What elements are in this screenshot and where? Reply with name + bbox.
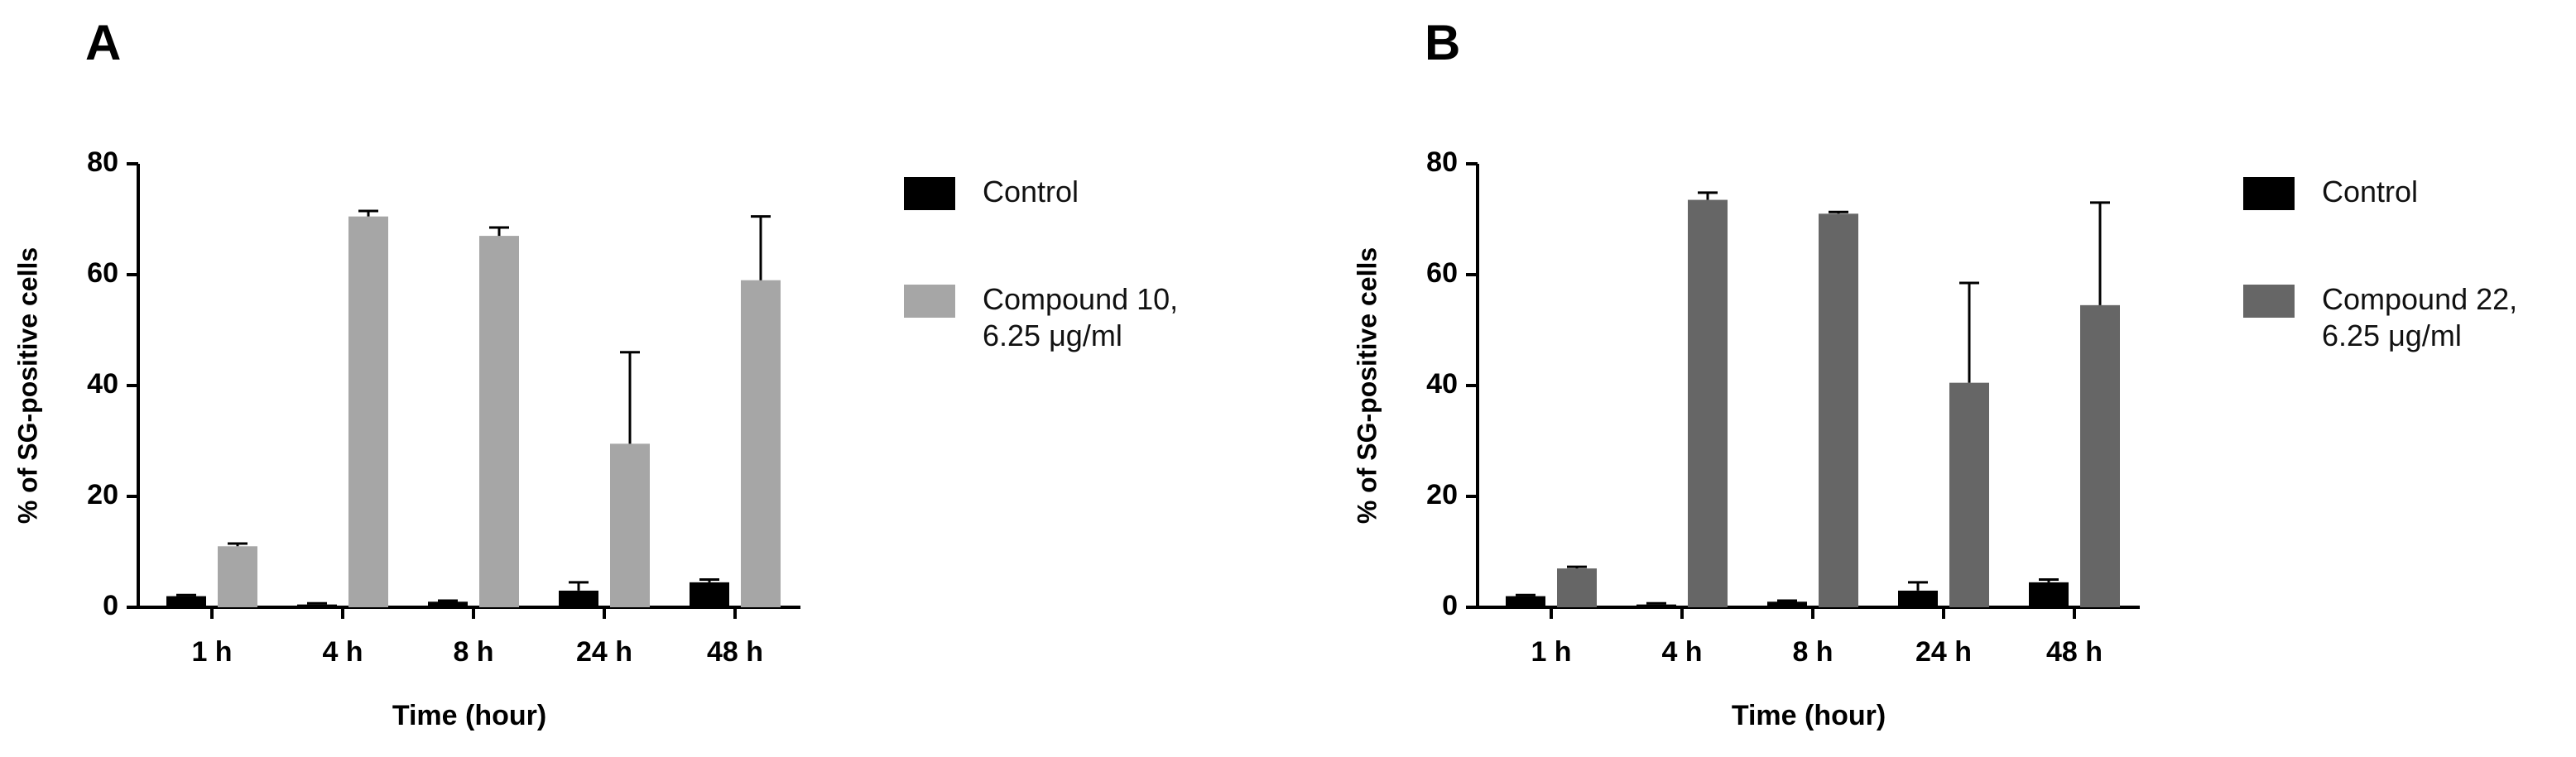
y-tick-label: 20: [1426, 479, 1458, 510]
panel-label: A: [85, 15, 121, 70]
error-bar: [699, 578, 719, 582]
x-tick-label: 8 h: [453, 636, 493, 668]
legend-swatch: [2243, 177, 2295, 210]
error-bar: [1829, 210, 1848, 214]
bar: [479, 236, 519, 607]
y-tick-label: 60: [1426, 257, 1458, 289]
error-bar: [1567, 565, 1587, 569]
legend-label: Control: [983, 175, 1079, 208]
bar: [1636, 604, 1676, 607]
x-tick-label: 1 h: [1531, 636, 1571, 668]
y-tick-label: 0: [103, 590, 118, 621]
y-tick-label: 40: [87, 368, 118, 400]
bar: [559, 590, 598, 607]
bar: [2080, 304, 2120, 607]
x-tick-label: 4 h: [1661, 636, 1702, 668]
bar: [166, 596, 206, 607]
bar: [1557, 568, 1597, 607]
y-tick-label: 0: [1442, 590, 1458, 621]
x-tick-label: 1 h: [191, 636, 232, 668]
bar: [1767, 601, 1807, 607]
y-tick-label: 60: [87, 257, 118, 289]
y-axis-title: % of SG-positive cells: [1352, 247, 1382, 524]
bar: [348, 216, 388, 607]
bar: [297, 604, 337, 607]
bar: [1506, 596, 1545, 607]
error-bar: [1959, 281, 1979, 383]
error-bar: [228, 542, 248, 547]
x-tick-label: 24 h: [576, 636, 632, 668]
legend-swatch: [904, 285, 955, 318]
y-tick-label: 40: [1426, 368, 1458, 400]
error-bar: [358, 209, 378, 217]
error-bar: [489, 226, 509, 237]
x-axis-title: Time (hour): [392, 700, 546, 731]
x-tick-label: 8 h: [1792, 636, 1833, 668]
bar: [2029, 582, 2069, 607]
bar: [690, 582, 729, 607]
legend-swatch: [2243, 285, 2295, 318]
legend-swatch: [904, 177, 955, 210]
x-axis-title: Time (hour): [1732, 700, 1886, 731]
x-tick-label: 48 h: [707, 636, 763, 668]
error-bar: [1698, 191, 1718, 200]
bar: [1898, 590, 1938, 607]
error-bar: [569, 581, 589, 591]
error-bar: [1516, 593, 1536, 596]
panel-label: B: [1425, 15, 1460, 70]
legend-label: Compound 22, 6.25 μg/ml: [2322, 282, 2518, 352]
y-tick-label: 80: [1426, 146, 1458, 178]
y-tick-label: 80: [87, 146, 118, 178]
bar: [218, 546, 257, 607]
error-bar: [1908, 581, 1928, 591]
error-bar: [2039, 578, 2059, 582]
x-tick-label: 24 h: [1915, 636, 1972, 668]
bar: [428, 601, 468, 607]
bar: [741, 280, 781, 607]
bar: [1819, 213, 1858, 607]
bar: [610, 443, 650, 607]
error-bar: [620, 351, 640, 444]
legend-label: Control: [2322, 175, 2419, 208]
y-tick-label: 20: [87, 479, 118, 510]
x-tick-label: 4 h: [322, 636, 363, 668]
error-bar: [176, 593, 196, 596]
error-bar: [1646, 601, 1666, 605]
x-tick-label: 48 h: [2046, 636, 2103, 668]
error-bar: [751, 215, 771, 280]
bar: [1688, 199, 1728, 608]
bar: [1949, 382, 1989, 607]
y-axis-title: % of SG-positive cells: [12, 247, 42, 524]
error-bar: [307, 601, 327, 605]
error-bar: [2090, 201, 2110, 305]
legend-label: Compound 10, 6.25 μg/ml: [983, 282, 1179, 352]
